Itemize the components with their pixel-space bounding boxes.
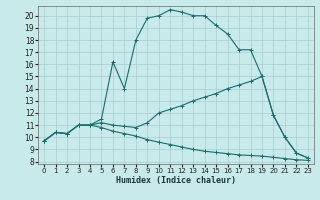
X-axis label: Humidex (Indice chaleur): Humidex (Indice chaleur) (116, 176, 236, 185)
